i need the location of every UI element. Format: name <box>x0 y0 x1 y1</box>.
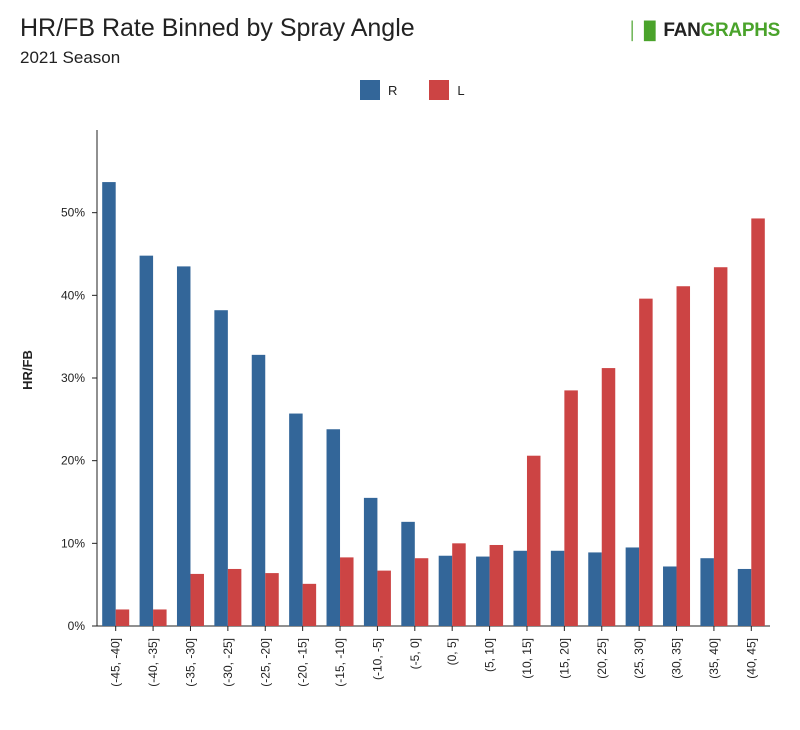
chart-subtitle: 2021 Season <box>20 48 121 67</box>
x-tick-label: (-10, -5] <box>370 638 384 680</box>
y-tick-label: 20% <box>61 454 85 468</box>
legend-label-l: L <box>457 82 465 98</box>
legend-item-l[interactable]: L <box>429 80 465 100</box>
x-tick-label: (-40, -35] <box>146 638 160 687</box>
bar-r[interactable] <box>625 547 640 626</box>
x-tick-label: (40, 45] <box>744 638 758 679</box>
x-tick-label: (-35, -30] <box>183 638 197 687</box>
bar-r[interactable] <box>700 558 714 626</box>
x-tick-label: (20, 25] <box>595 638 609 679</box>
x-tick-label: (-5, 0] <box>408 638 422 669</box>
bar-l[interactable] <box>340 557 354 626</box>
legend-swatch-l <box>429 80 450 100</box>
chart-axes <box>96 130 770 627</box>
legend-label-r: R <box>388 82 398 98</box>
bar-l[interactable] <box>751 218 765 626</box>
bar-l[interactable] <box>302 583 317 626</box>
bar-l[interactable] <box>115 609 130 626</box>
fangraphs-logo[interactable]: │▐▌ FANGRAPHS <box>627 20 781 42</box>
bar-r[interactable] <box>251 354 266 626</box>
x-tick-label: (-45, -40] <box>109 638 123 687</box>
bar-r[interactable] <box>513 550 527 626</box>
x-tick-label: (25, 30] <box>632 638 646 679</box>
bar-l[interactable] <box>601 368 616 626</box>
y-tick-label: 50% <box>61 206 85 220</box>
bar-l[interactable] <box>414 558 429 626</box>
y-tick-label: 40% <box>61 288 85 302</box>
chart-bars <box>102 182 765 627</box>
x-tick-label: (30, 35] <box>670 638 684 679</box>
logo-text-graphs: GRAPHS <box>700 20 781 41</box>
x-tick-label: (10, 15] <box>520 638 534 679</box>
bar-l[interactable] <box>265 573 279 626</box>
bar-l[interactable] <box>227 568 242 626</box>
bar-r[interactable] <box>438 555 453 626</box>
y-tick-label: 0% <box>68 619 86 633</box>
bar-r[interactable] <box>139 255 154 627</box>
x-tick-label: (35, 40] <box>707 638 721 679</box>
legend-item-r[interactable]: R <box>360 80 397 100</box>
bar-l[interactable] <box>713 267 728 626</box>
bar-r[interactable] <box>289 413 303 626</box>
x-tick-label: (-15, -10] <box>333 638 347 687</box>
bar-l[interactable] <box>489 544 504 626</box>
bar-r[interactable] <box>663 566 677 626</box>
bar-r[interactable] <box>214 310 228 626</box>
bar-l[interactable] <box>639 298 653 626</box>
bar-r[interactable] <box>737 568 752 626</box>
bar-r[interactable] <box>588 552 602 626</box>
y-axis-label: HR/FB <box>20 350 35 390</box>
chart-title: HR/FB Rate Binned by Spray Angle <box>20 14 415 42</box>
bar-r[interactable] <box>176 266 191 626</box>
bar-r[interactable] <box>363 497 378 626</box>
bar-r[interactable] <box>476 556 490 626</box>
bar-r[interactable] <box>550 550 565 626</box>
x-tick-label: (15, 20] <box>557 638 571 679</box>
bar-l[interactable] <box>564 390 578 626</box>
bar-r[interactable] <box>102 182 116 626</box>
bar-r[interactable] <box>326 429 341 626</box>
y-tick-label: 10% <box>61 536 85 550</box>
bar-l[interactable] <box>377 570 391 626</box>
logo-text-fan: FAN <box>663 20 701 41</box>
y-tick-labels: 0% 10% 20% 30% 40% 50% <box>61 206 97 633</box>
x-tick-label: (5, 10] <box>483 638 497 672</box>
x-tick-label: (-30, -25] <box>221 638 235 687</box>
bar-l[interactable] <box>153 609 167 626</box>
x-tick-label: (0, 5] <box>445 638 459 665</box>
bar-r[interactable] <box>401 521 415 626</box>
bar-l[interactable] <box>452 543 466 626</box>
x-tick-labels: (-45, -40] (-40, -35] (-35, -30] (-30, -25]… <box>109 626 758 687</box>
x-tick-label: (-25, -20] <box>258 638 272 687</box>
x-tick-label: (-20, -15] <box>296 638 310 687</box>
bar-l[interactable] <box>676 286 691 626</box>
bar-l[interactable] <box>526 455 541 626</box>
y-tick-label: 30% <box>61 371 85 385</box>
legend-swatch-r <box>360 80 380 100</box>
bar-l[interactable] <box>190 573 204 626</box>
legend: R L <box>360 80 497 100</box>
logo-mark-icon: │▐▌ <box>627 21 662 40</box>
